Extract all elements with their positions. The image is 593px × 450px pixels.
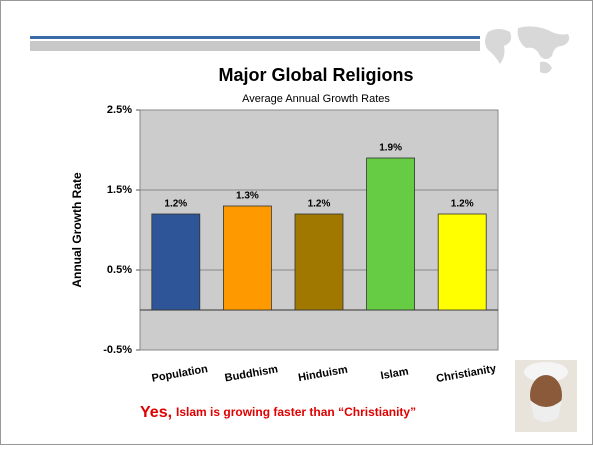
y-tick-label: 2.5% <box>107 104 132 116</box>
header-bar <box>30 41 480 51</box>
face <box>530 375 562 415</box>
turban <box>524 362 568 382</box>
y-tick-label: 1.5% <box>107 184 132 196</box>
value-label: 1.9% <box>379 143 402 154</box>
value-label: 1.2% <box>451 199 474 210</box>
header-line <box>30 36 480 39</box>
chart-subtitle: Average Annual Growth Rates <box>242 93 390 105</box>
y-tick-label: -0.5% <box>103 344 132 356</box>
bar <box>294 213 344 311</box>
portrait <box>515 360 577 432</box>
bar <box>151 213 201 311</box>
value-label: 1.2% <box>164 199 187 210</box>
bar <box>222 205 272 311</box>
caption-text: Yes, Islam is growing faster than “Christ… <box>140 404 416 421</box>
value-label: 1.2% <box>308 199 331 210</box>
y-tick-label: 0.5% <box>107 264 132 276</box>
beard <box>530 400 562 422</box>
y-axis-label: Annual Growth Rate <box>70 172 84 288</box>
value-label: 1.3% <box>236 191 259 202</box>
world-map-icon <box>485 26 570 74</box>
chart-title: Major Global Religions <box>218 65 413 85</box>
x-tick-label: Islam <box>380 366 410 383</box>
caption-emphasis: Yes, <box>140 404 172 421</box>
caption-body: Islam is growing faster than “Christiani… <box>176 405 416 419</box>
bar <box>437 213 487 311</box>
caption: Yes, Islam is growing faster than “Christ… <box>140 404 416 421</box>
bar <box>366 157 416 311</box>
